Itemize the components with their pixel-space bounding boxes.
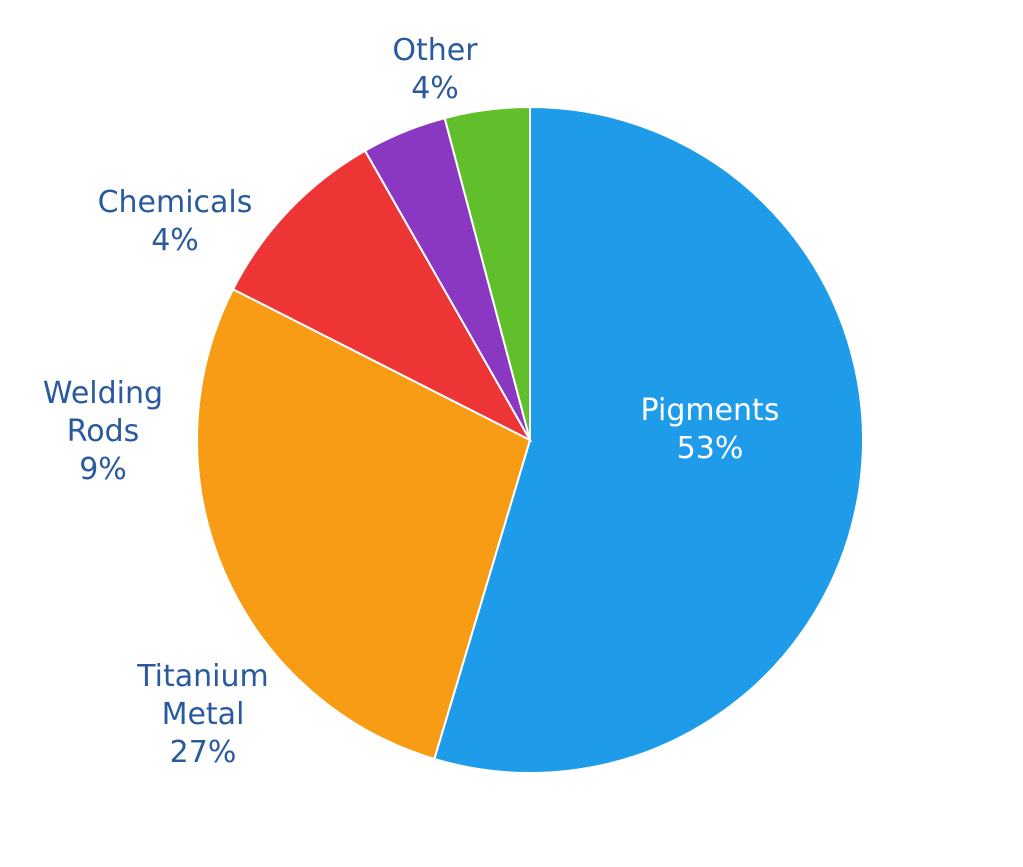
pie-slice: [433, 105, 864, 774]
slice-name: Welding Rods: [42, 376, 164, 449]
slice-label: Welding Rods 9%: [13, 375, 193, 489]
slice-value: 4%: [411, 71, 459, 106]
slice-label: Other 4%: [355, 32, 515, 108]
slice-value: 27%: [169, 735, 237, 770]
slice-name: Titanium Metal: [137, 659, 269, 732]
pie-slice: [196, 287, 532, 761]
slice-label: Titanium Metal 27%: [108, 658, 298, 772]
slice-name: Chemicals: [97, 185, 253, 220]
slice-label: Chemicals 4%: [60, 184, 290, 260]
slice-value: 9%: [79, 452, 127, 487]
slice-name: Pigments: [640, 393, 780, 428]
slice-label: Pigments 53%: [600, 392, 820, 468]
slice-name: Other: [392, 33, 478, 68]
pie-slice: [231, 149, 533, 443]
pie-slice: [443, 105, 531, 441]
slice-value: 4%: [151, 223, 199, 258]
slice-value: 53%: [676, 431, 744, 466]
